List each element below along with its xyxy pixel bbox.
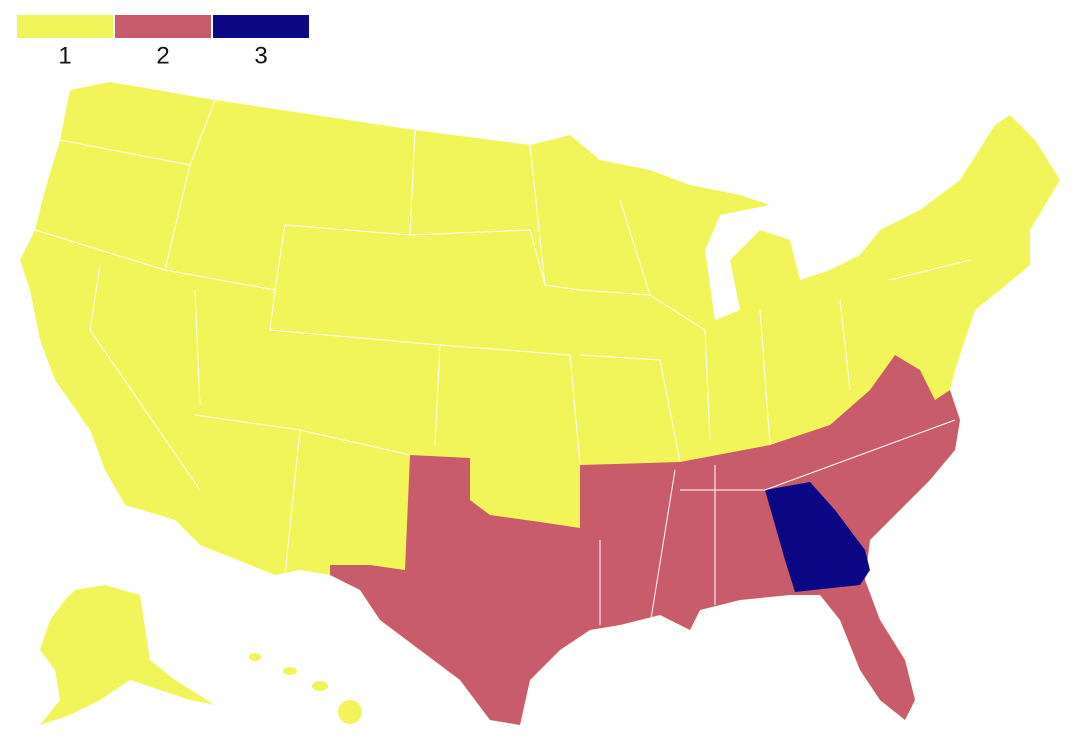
legend-swatch bbox=[213, 15, 309, 38]
state-borders bbox=[34, 99, 971, 626]
legend-swatch bbox=[17, 15, 113, 38]
legend: 1 2 3 bbox=[17, 15, 309, 69]
region bbox=[40, 585, 215, 725]
regions bbox=[20, 82, 1060, 725]
region bbox=[330, 355, 960, 725]
legend-label: 1 bbox=[58, 42, 71, 69]
region bbox=[283, 667, 297, 675]
region bbox=[312, 681, 328, 691]
region bbox=[765, 482, 870, 592]
legend-swatch bbox=[115, 15, 211, 38]
region bbox=[338, 700, 362, 724]
region bbox=[249, 653, 261, 661]
legend-label: 3 bbox=[254, 42, 267, 69]
legend-label: 2 bbox=[156, 42, 169, 69]
